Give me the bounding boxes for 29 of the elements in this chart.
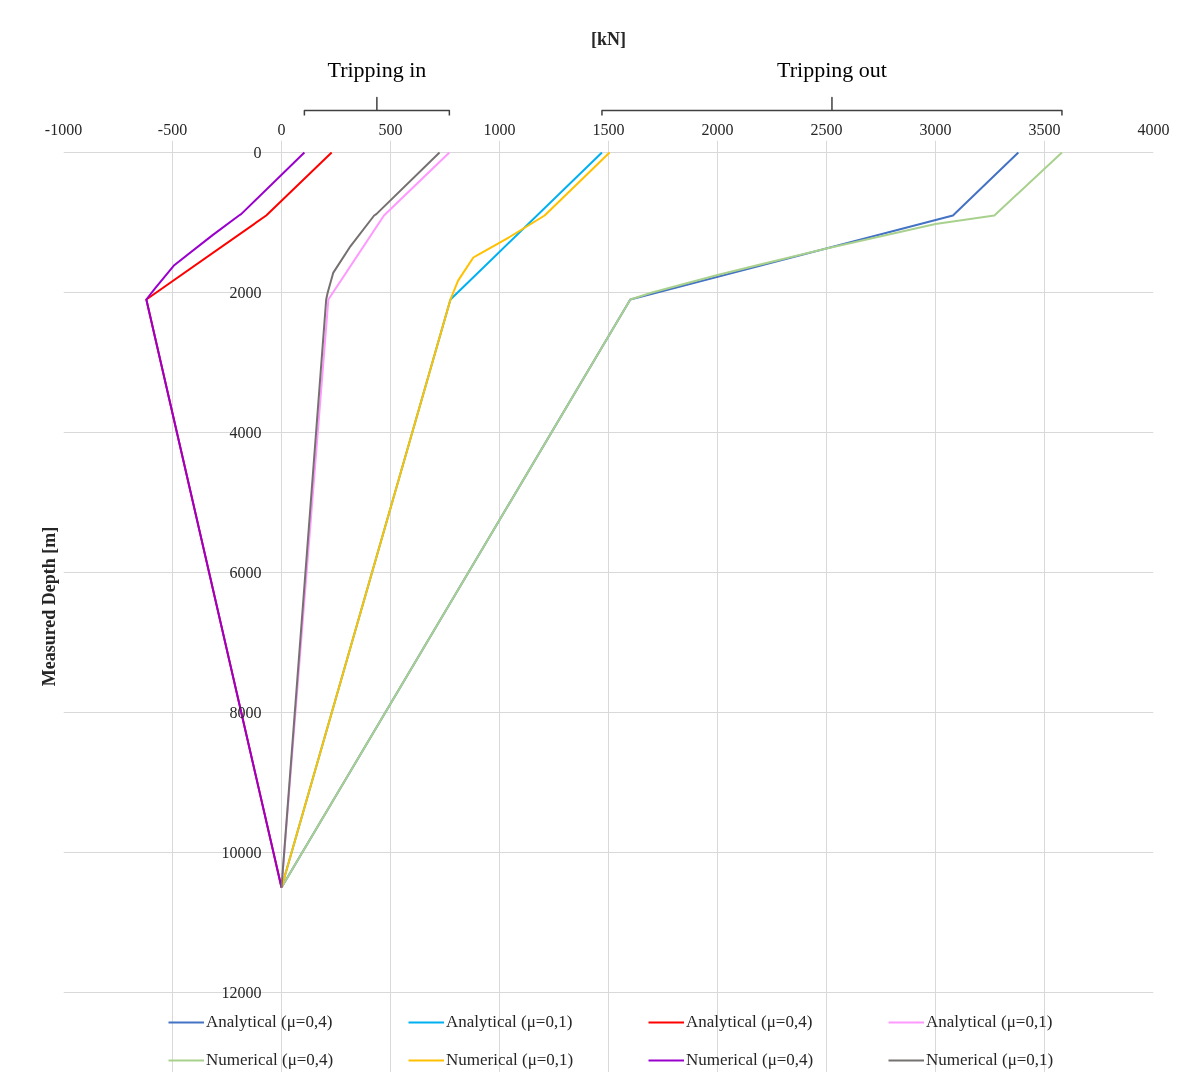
y-tick-label: 6000 [229, 564, 262, 581]
legend-label: Analytical (μ=0,1) [926, 1012, 1054, 1032]
text: Tripping out [777, 56, 887, 82]
y-axis-title: Measured Depth [m] [38, 526, 59, 687]
legend-label: Analytical (μ=0,4) [206, 1012, 334, 1032]
x-tick-label: 2000 [701, 120, 734, 138]
x-axis-title: [kN] [591, 28, 626, 49]
y-tick-label: 2000 [229, 284, 262, 301]
legend-label: Numerical (μ=0,1) [446, 1050, 575, 1070]
legend-label: Numerical (μ=0,4) [206, 1050, 335, 1070]
x-tick-label: -500 [157, 120, 188, 138]
legend-label: Numerical (μ=0,4) [686, 1050, 815, 1070]
legend-label: Analytical (μ=0,1) [446, 1012, 574, 1032]
y-tick-label: 12000 [221, 984, 262, 1001]
y-tick-label: 4000 [229, 424, 262, 441]
x-tick-label: 3000 [919, 120, 952, 138]
x-tick-label: 4000 [1137, 120, 1170, 138]
text: Tripping in [327, 56, 427, 82]
x-tick-label: -1000 [44, 120, 83, 138]
legend-label: Analytical (μ=0,4) [686, 1012, 814, 1032]
y-tick-label: 0 [253, 144, 262, 161]
y-tick-label: 10000 [221, 844, 262, 861]
x-tick-label: 500 [378, 120, 403, 138]
x-tick-label: 2500 [810, 120, 843, 138]
x-tick-label: 0 [277, 120, 286, 138]
x-tick-label: 1500 [592, 120, 625, 138]
x-tick-label: 1000 [483, 120, 516, 138]
legend-label: Numerical (μ=0,1) [926, 1050, 1055, 1070]
x-tick-label: 3500 [1028, 120, 1061, 138]
